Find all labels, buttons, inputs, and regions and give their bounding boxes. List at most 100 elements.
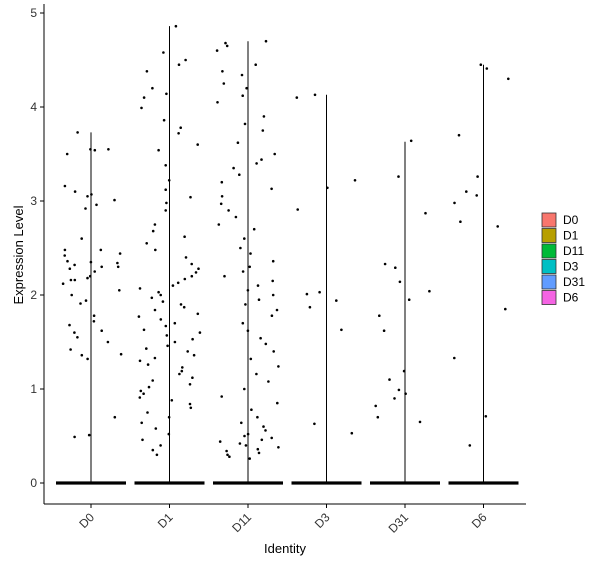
data-point	[197, 267, 200, 271]
data-point	[73, 331, 76, 334]
data-point	[340, 328, 343, 332]
zero-band	[448, 481, 519, 485]
data-point	[159, 444, 162, 447]
data-point	[119, 352, 123, 356]
data-point	[153, 308, 157, 312]
data-point	[154, 427, 158, 430]
data-point	[264, 429, 267, 432]
data-point	[138, 287, 142, 290]
data-point	[89, 260, 93, 264]
data-point	[243, 387, 246, 391]
data-point	[308, 305, 312, 309]
legend-key-D31	[541, 274, 557, 290]
series-layer	[56, 24, 519, 485]
data-point	[84, 299, 88, 302]
data-point	[262, 425, 265, 428]
data-point	[153, 356, 157, 360]
data-point	[260, 158, 263, 161]
data-point	[246, 289, 250, 292]
data-point	[409, 139, 413, 143]
data-point	[166, 344, 169, 348]
data-point	[270, 314, 274, 318]
data-point	[243, 237, 246, 240]
data-point	[457, 133, 461, 137]
data-point	[256, 284, 260, 287]
data-point	[118, 252, 122, 255]
data-point	[255, 372, 258, 376]
data-point	[296, 208, 300, 211]
data-point	[264, 39, 268, 43]
data-point	[240, 73, 244, 77]
data-point	[378, 314, 381, 318]
data-point	[181, 366, 184, 369]
data-point	[138, 396, 142, 399]
legend-key-D3	[541, 259, 557, 274]
data-point	[165, 201, 168, 205]
data-point	[219, 202, 223, 206]
data-point	[262, 115, 266, 118]
data-point	[138, 359, 142, 363]
data-point	[189, 195, 192, 199]
data-point	[248, 265, 251, 269]
data-point	[198, 331, 202, 334]
data-point	[234, 215, 238, 219]
data-point	[167, 415, 171, 419]
x-tick-label: D1	[155, 510, 176, 531]
data-point	[241, 321, 245, 325]
data-point	[151, 379, 154, 382]
data-point	[140, 421, 143, 425]
data-point	[79, 302, 82, 305]
data-point	[137, 315, 141, 318]
data-point	[90, 193, 93, 196]
data-point	[164, 188, 167, 191]
data-point	[155, 453, 159, 457]
data-point	[146, 363, 150, 366]
data-point	[159, 318, 163, 321]
data-point	[142, 392, 145, 396]
legend-key-D0	[541, 212, 557, 228]
data-point	[61, 282, 65, 286]
legend-key-D11	[541, 243, 557, 259]
data-point	[418, 420, 422, 424]
data-point	[218, 440, 222, 443]
legend-label: D0	[563, 213, 579, 227]
data-point	[241, 270, 245, 273]
series-D3	[291, 93, 362, 485]
data-point	[86, 357, 89, 361]
data-point	[191, 376, 194, 380]
data-point	[162, 118, 166, 122]
data-point	[179, 126, 182, 129]
data-point	[382, 329, 386, 333]
y-tick-label: 4	[30, 100, 37, 114]
data-point	[183, 277, 187, 281]
legend-key-D6	[541, 290, 557, 305]
data-point	[222, 82, 226, 85]
data-point	[250, 408, 253, 412]
data-point	[313, 422, 316, 426]
data-point	[257, 298, 261, 302]
data-point	[398, 280, 402, 284]
data-point	[188, 383, 192, 386]
data-point	[313, 93, 317, 97]
data-point	[244, 303, 247, 306]
data-point	[76, 131, 79, 134]
data-point	[238, 442, 242, 445]
data-point	[65, 152, 69, 156]
data-point	[73, 190, 77, 193]
data-point	[147, 385, 151, 389]
data-point	[100, 329, 103, 333]
data-point	[383, 262, 387, 266]
legend-key-D1	[541, 228, 557, 243]
data-point	[485, 67, 489, 70]
data-point	[88, 274, 92, 278]
series-D0	[56, 131, 126, 485]
y-tick-label: 2	[30, 288, 37, 302]
x-ticks: D0 D1 D11 D3 D31 D6	[76, 504, 490, 536]
data-point	[86, 276, 89, 280]
data-point	[73, 263, 76, 267]
data-point	[260, 438, 264, 442]
data-point	[167, 432, 171, 436]
data-point	[238, 173, 241, 176]
y-tick-label: 0	[30, 476, 37, 490]
data-point	[165, 92, 168, 96]
